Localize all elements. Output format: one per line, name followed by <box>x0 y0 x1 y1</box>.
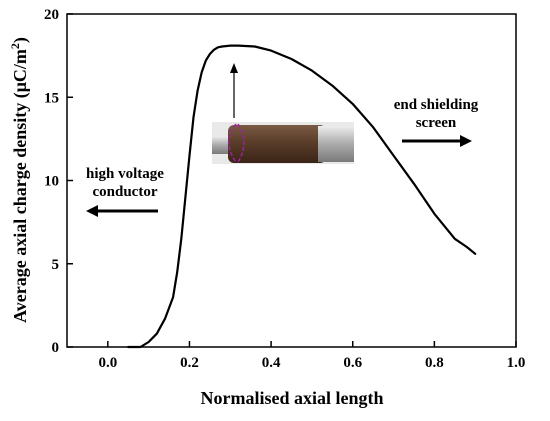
x-tick-label: 0.4 <box>262 355 281 371</box>
annotation-left-line1: high voltage <box>86 166 164 182</box>
annotation-left-line2: conductor <box>93 184 158 200</box>
x-axis-label: Normalised axial length <box>201 388 384 408</box>
arrow-up-icon <box>230 63 238 118</box>
arrow-right-icon <box>402 135 472 147</box>
x-tick-label: 0.2 <box>180 355 199 371</box>
y-tick-label: 15 <box>44 90 59 106</box>
y-axis-label-main: Average axial charge density (μC/m <box>10 49 31 323</box>
x-tick-label: 1.0 <box>507 355 526 371</box>
y-tick-label: 20 <box>44 7 59 23</box>
annotation-right-line1: end shielding <box>394 97 479 113</box>
y-axis-label: Average axial charge density (μC/m2) <box>8 37 31 323</box>
y-axis-label-sup: 2 <box>8 43 22 49</box>
y-ticks: 0 5 10 15 20 <box>44 7 73 356</box>
x-ticks: 0.0 0.2 0.4 0.6 0.8 1.0 <box>98 341 525 371</box>
y-tick-label: 0 <box>52 340 60 356</box>
y-tick-label: 10 <box>44 174 59 190</box>
inset-photo <box>212 122 354 164</box>
y-tick-label: 5 <box>52 257 60 273</box>
x-tick-label: 0.8 <box>425 355 444 371</box>
annotation-right-line2: screen <box>416 115 457 131</box>
series-line-charge-density <box>127 44 477 349</box>
arrow-left-icon <box>86 205 158 217</box>
x-tick-label: 0.0 <box>98 355 117 371</box>
x-tick-label: 0.6 <box>343 355 362 371</box>
y-axis-label-tail: ) <box>10 37 31 43</box>
